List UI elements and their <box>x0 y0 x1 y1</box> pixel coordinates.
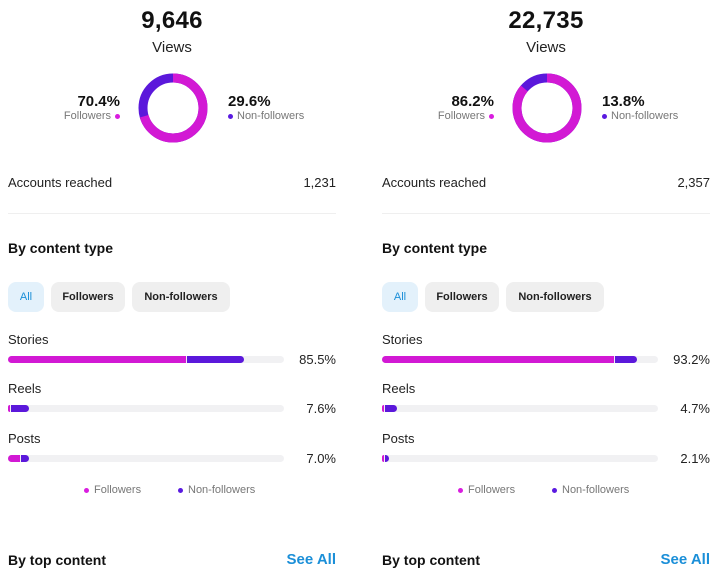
non-followers-caption-text: Non-followers <box>237 110 305 122</box>
filter-chip-all[interactable]: All <box>8 282 44 312</box>
content-row-pct-stories: 93.2% <box>673 352 710 367</box>
bar-followers-segment <box>8 455 21 462</box>
non-followers-caption: Non-followers <box>228 110 304 122</box>
legend-non-followers-text: Non-followers <box>188 484 256 496</box>
content-row-pct-reels: 4.7% <box>680 401 710 416</box>
non-followers-caption-text: Non-followers <box>611 110 679 122</box>
views-donut-chart <box>512 73 582 143</box>
followers-percentage: 86.2% <box>451 93 494 110</box>
followers-percentage: 70.4% <box>77 93 120 110</box>
non-followers-percentage: 29.6% <box>228 93 271 110</box>
top-content-title: By top content <box>8 552 106 568</box>
non-followers-dot-icon <box>228 113 233 119</box>
followers-caption: Followers <box>382 110 494 122</box>
followers-caption-text: Followers <box>437 110 485 122</box>
content-bar-posts <box>382 455 658 462</box>
filter-chip-non-followers[interactable]: Non-followers <box>506 282 604 312</box>
accounts-reached-label: Accounts reached <box>8 175 113 190</box>
non-followers-caption: Non-followers <box>602 110 678 122</box>
content-row-pct-posts: 2.1% <box>680 451 710 466</box>
bar-non-followers-segment <box>21 455 29 462</box>
bar-non-followers-segment <box>385 455 390 462</box>
donut-followers-segment <box>512 73 582 143</box>
bar-non-followers-segment <box>187 356 244 363</box>
filter-chip-non-followers[interactable]: Non-followers <box>132 282 230 312</box>
donut-followers-segment <box>138 73 208 143</box>
followers-dot-icon <box>115 113 120 119</box>
non-followers-percentage: 13.8% <box>602 93 645 110</box>
legend-non-followers: Non-followers <box>552 484 629 496</box>
content-row-label-posts: Posts <box>382 431 415 446</box>
content-row-label-reels: Reels <box>382 381 416 396</box>
filter-chip-all[interactable]: All <box>382 282 418 312</box>
bar-followers-segment <box>382 405 384 412</box>
content-row-pct-reels: 7.6% <box>306 401 336 416</box>
followers-caption: Followers <box>8 110 120 122</box>
views-donut-chart <box>138 73 208 143</box>
section-divider <box>8 213 336 214</box>
views-count: 9,646 <box>141 7 203 34</box>
legend-followers-text: Followers <box>94 484 142 496</box>
content-row-label-posts: Posts <box>8 431 41 446</box>
legend-followers: Followers <box>458 484 515 496</box>
content-row-pct-posts: 7.0% <box>306 451 336 466</box>
followers-caption-text: Followers <box>63 110 111 122</box>
bar-followers-segment <box>382 356 614 363</box>
legend-followers-text: Followers <box>468 484 516 496</box>
content-row-label-stories: Stories <box>382 332 423 347</box>
content-bar-posts <box>8 455 284 462</box>
content-type-title: By content type <box>8 240 114 256</box>
views-count: 22,735 <box>508 7 584 34</box>
non-followers-dot-icon <box>178 487 183 493</box>
accounts-reached-value: 2,357 <box>677 175 710 190</box>
views-label: Views <box>152 39 192 56</box>
insights-panel-left: 9,646 Views 70.4% Followers 29.6% Non-fo… <box>8 0 336 575</box>
views-label: Views <box>526 39 566 56</box>
bar-non-followers-segment <box>614 356 637 363</box>
accounts-reached-value: 1,231 <box>303 175 336 190</box>
content-row-label-stories: Stories <box>8 332 49 347</box>
content-bar-reels <box>382 405 658 412</box>
legend-non-followers: Non-followers <box>178 484 255 496</box>
insights-panel-right: 22,735 Views 86.2% Followers 13.8% Non-f… <box>382 0 710 575</box>
content-row-pct-stories: 85.5% <box>299 352 336 367</box>
followers-dot-icon <box>489 113 494 119</box>
bar-followers-segment <box>8 356 187 363</box>
content-bar-stories <box>8 356 284 363</box>
filter-chip-followers[interactable]: Followers <box>425 282 499 312</box>
see-all-link[interactable]: See All <box>286 551 336 568</box>
content-bar-reels <box>8 405 284 412</box>
content-type-title: By content type <box>382 240 488 256</box>
top-content-title: By top content <box>382 552 480 568</box>
legend-non-followers-text: Non-followers <box>562 484 630 496</box>
content-bar-stories <box>382 356 658 363</box>
bar-non-followers-segment <box>11 405 30 412</box>
content-row-label-reels: Reels <box>8 381 42 396</box>
see-all-link[interactable]: See All <box>660 551 710 568</box>
non-followers-dot-icon <box>552 487 557 493</box>
legend-followers: Followers <box>84 484 141 496</box>
section-divider <box>382 213 710 214</box>
accounts-reached-label: Accounts reached <box>382 175 487 190</box>
bar-followers-segment <box>8 405 11 412</box>
bar-followers-segment <box>382 455 384 462</box>
followers-dot-icon <box>458 487 463 493</box>
bar-non-followers-segment <box>385 405 397 412</box>
filter-chip-followers[interactable]: Followers <box>51 282 125 312</box>
non-followers-dot-icon <box>602 113 607 119</box>
followers-dot-icon <box>84 487 89 493</box>
